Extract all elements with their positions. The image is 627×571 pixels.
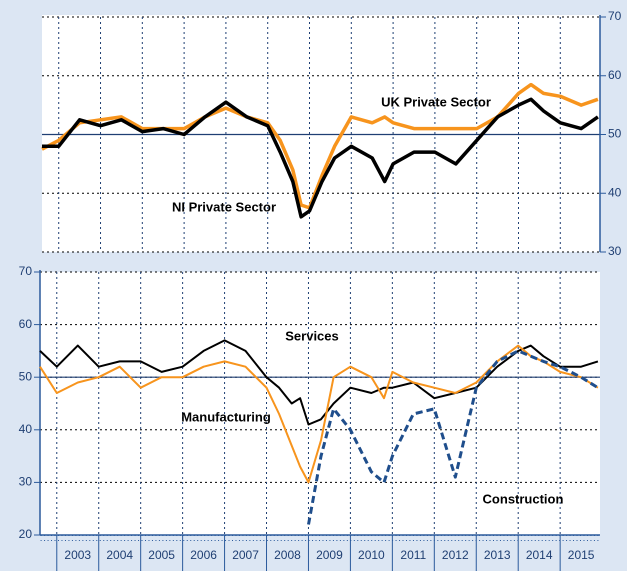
y-tick-label: 70 <box>608 9 622 23</box>
series-label: Manufacturing <box>181 409 271 424</box>
y-tick-label: 20 <box>19 527 33 541</box>
y-tick-label: 30 <box>19 475 33 489</box>
x-tick-label: 2006 <box>190 548 217 562</box>
x-tick-label: 2015 <box>568 548 595 562</box>
series-label: Construction <box>483 491 564 506</box>
x-tick-label: 2011 <box>400 548 426 562</box>
y-tick-label: 40 <box>608 185 622 199</box>
series-line <box>307 349 599 525</box>
x-tick-label: 2014 <box>526 548 553 562</box>
bottom-plot <box>40 272 600 535</box>
x-tick-label: 2013 <box>484 548 511 562</box>
y-tick-label: 30 <box>608 244 622 258</box>
series-label: NI Private Sector <box>172 199 276 214</box>
month-ticks <box>40 535 600 541</box>
y-tick-label: 40 <box>19 422 33 436</box>
series-line <box>39 344 599 484</box>
x-tick-label: 2003 <box>64 548 91 562</box>
series-line <box>39 339 599 426</box>
x-tick-label: 2009 <box>316 548 343 562</box>
x-tick-label: 2008 <box>274 548 301 562</box>
series-line <box>41 82 599 210</box>
x-tick-label: 2012 <box>442 548 469 562</box>
top-plot <box>42 15 600 252</box>
x-tick-label: 2010 <box>358 548 385 562</box>
series-line <box>42 97 599 219</box>
y-tick-label: 50 <box>608 127 622 141</box>
x-tick-label: 2004 <box>106 548 133 562</box>
series-label: Services <box>285 328 339 343</box>
series-label: UK Private Sector <box>381 94 491 109</box>
y-tick-label: 60 <box>19 317 33 331</box>
x-tick-label: 2007 <box>232 548 259 562</box>
x-tick-label: 2005 <box>148 548 175 562</box>
y-tick-label: 60 <box>608 68 622 82</box>
y-tick-label: 50 <box>19 369 33 383</box>
y-tick-label: 70 <box>19 264 33 278</box>
